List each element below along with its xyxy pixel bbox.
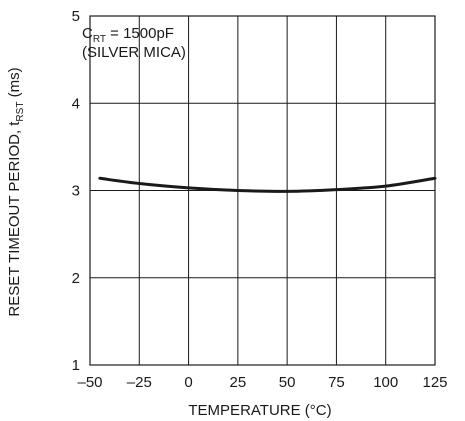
x-tick-label: –50 xyxy=(77,374,102,391)
series-line xyxy=(100,178,435,191)
annotation-symbol: C xyxy=(82,25,93,42)
x-tick-label: 50 xyxy=(279,374,296,391)
annotation-value: = 1500pF xyxy=(106,25,174,42)
y-tick-labels: 1 2 3 4 5 xyxy=(72,8,80,374)
dielectric-annotation: (SILVER MICA) xyxy=(82,44,186,61)
x-tick-label: –25 xyxy=(127,374,152,391)
y-tick-label: 2 xyxy=(72,270,80,287)
x-tick-label: 125 xyxy=(422,374,447,391)
y-tick-label: 4 xyxy=(72,95,80,112)
x-tick-label: 75 xyxy=(328,374,345,391)
x-tick-labels: –50 –25 0 25 50 75 100 125 xyxy=(77,374,447,391)
x-axis-label: TEMPERATURE (°C) xyxy=(188,402,331,419)
y-tick-label: 5 xyxy=(72,8,80,25)
x-tick-label: 100 xyxy=(373,374,398,391)
x-tick-label: 0 xyxy=(184,374,192,391)
y-axis-label-unit: (ms) xyxy=(6,67,23,101)
y-tick-label: 3 xyxy=(72,183,80,200)
capacitor-annotation: CRT = 1500pF xyxy=(82,25,174,45)
y-axis-label: RESET TIMEOUT PERIOD, tRST (ms) xyxy=(6,67,26,316)
y-axis-label-subscript: RST xyxy=(15,102,26,122)
y-tick-label: 1 xyxy=(72,357,80,374)
x-tick-label: 25 xyxy=(230,374,247,391)
y-axis-label-main: RESET TIMEOUT PERIOD, t xyxy=(6,121,23,317)
